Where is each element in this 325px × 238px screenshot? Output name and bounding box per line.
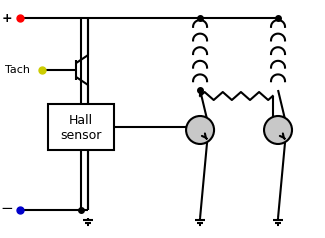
Circle shape xyxy=(264,116,292,144)
Text: Hall: Hall xyxy=(69,114,93,127)
Text: −: − xyxy=(1,201,14,216)
Text: Tach: Tach xyxy=(5,65,30,75)
FancyBboxPatch shape xyxy=(48,104,114,150)
Circle shape xyxy=(186,116,214,144)
Text: +: + xyxy=(2,12,12,25)
Text: sensor: sensor xyxy=(60,129,102,142)
